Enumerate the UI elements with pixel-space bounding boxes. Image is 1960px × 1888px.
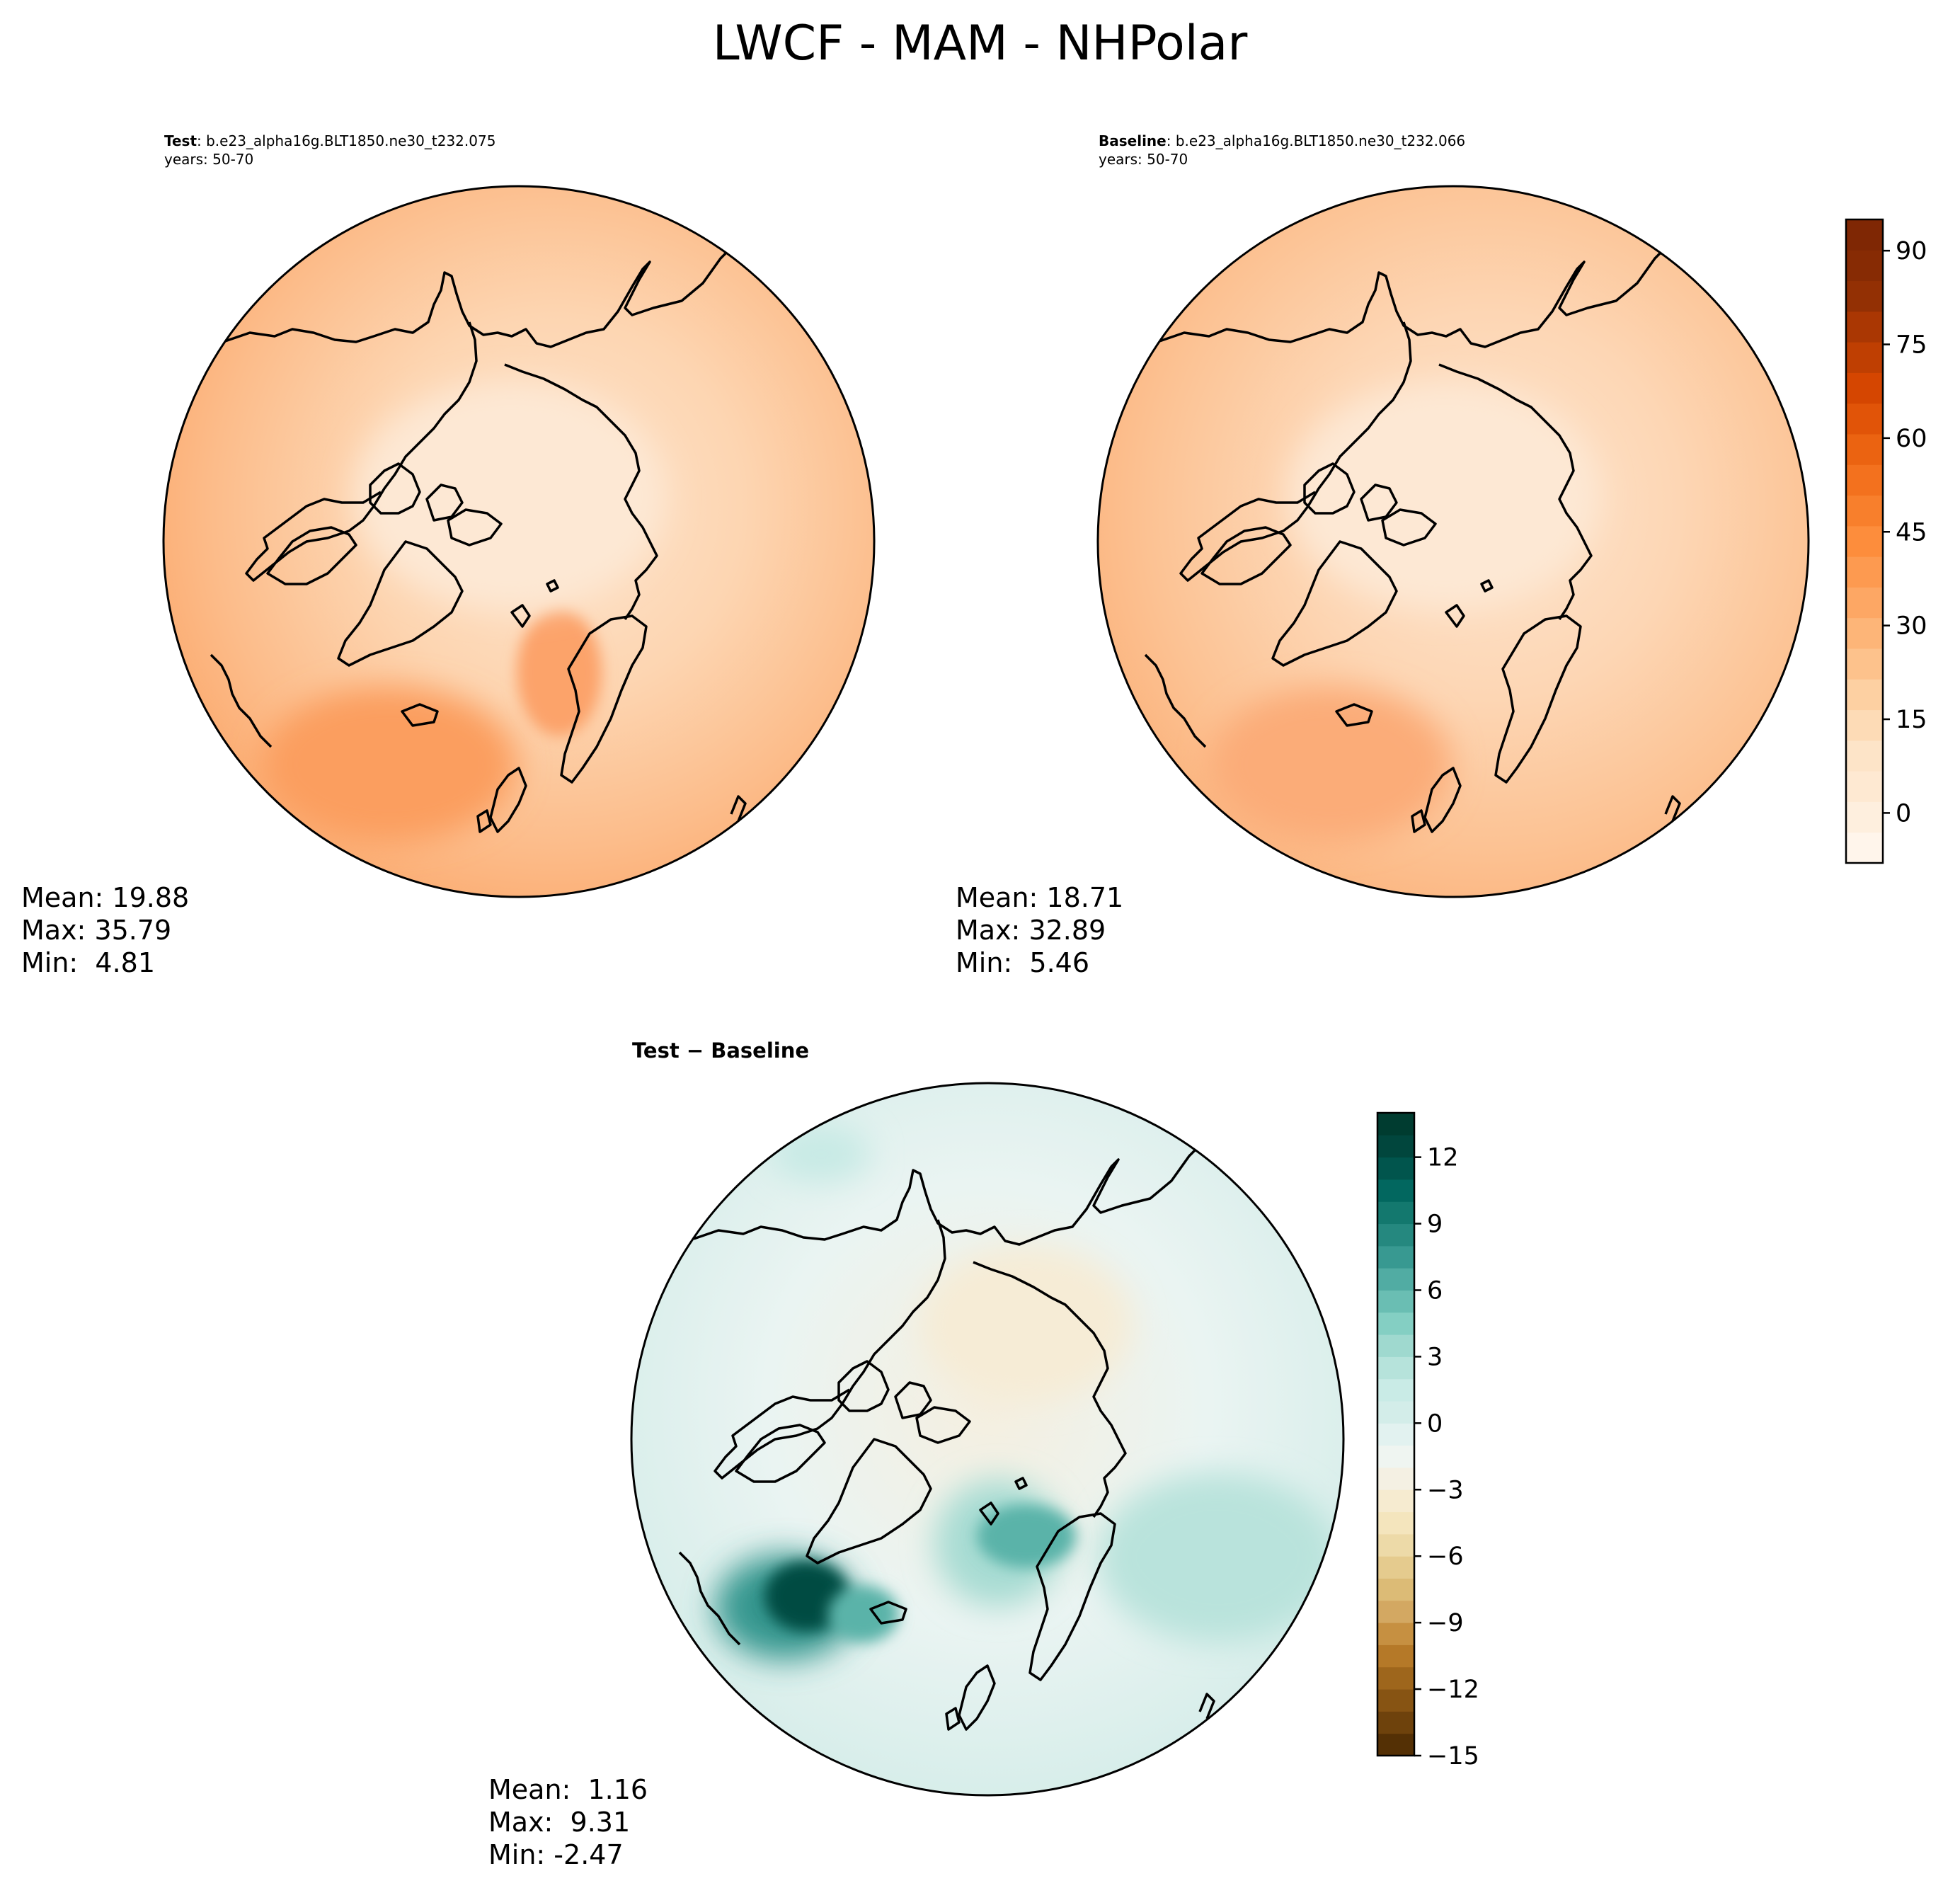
colorbar-oranges: 0 15 30 45 60 75 90 [1845, 218, 1927, 864]
oranges-colorbar-band [1846, 434, 1883, 465]
diff-colorbar-band [1377, 1578, 1414, 1601]
diff-colorbar-band [1377, 1223, 1414, 1247]
diff-colorbar-band [1377, 1334, 1414, 1357]
diff-map [630, 1082, 1345, 1797]
baseline-map [1096, 185, 1810, 898]
diff-colorbar-tick-label: 9 [1427, 1211, 1443, 1239]
oranges-colorbar-tick-label: 60 [1896, 425, 1927, 453]
diff-colorbar-band [1377, 1644, 1414, 1668]
oranges-colorbar-tick-label: 75 [1896, 331, 1927, 360]
diff-colorbar-band [1377, 1245, 1414, 1269]
test-panel-header: Test: b.e23_alpha16g.BLT1850.ne30_t232.0… [164, 132, 495, 168]
diff-colorbar-band [1377, 1401, 1414, 1424]
oranges-colorbar-band [1846, 709, 1883, 741]
diff-colorbar-band [1377, 1312, 1414, 1335]
diff-colorbar-band [1377, 1733, 1414, 1756]
diff-colorbar-tick-label: −9 [1427, 1609, 1464, 1637]
oranges-colorbar-tick-label: 0 [1896, 799, 1911, 828]
diff-colorbar-band [1377, 1113, 1414, 1135]
diff-colorbar-tick-label: −12 [1427, 1676, 1479, 1704]
test-stats: Mean: 19.88 Max: 35.79 Min: 4.81 [21, 881, 189, 979]
diff-colorbar-band [1377, 1600, 1414, 1623]
diff-colorbar-tick-label: −6 [1427, 1543, 1464, 1571]
diff-min: Min: -2.47 [488, 1839, 624, 1870]
baseline-case-name: : b.e23_alpha16g.BLT1850.ne30_t232.066 [1166, 132, 1466, 149]
baseline-mean: Mean: 18.71 [956, 882, 1124, 913]
baseline-years: years: 50-70 [1099, 151, 1188, 168]
oranges-colorbar-band [1846, 280, 1883, 312]
oranges-colorbar-tick-label: 90 [1896, 237, 1927, 265]
test-map [162, 185, 876, 898]
oranges-colorbar-band [1846, 587, 1883, 619]
baseline-min: Min: 5.46 [956, 947, 1089, 978]
diff-colorbar-tick-label: 12 [1427, 1144, 1459, 1172]
baseline-panel-header: Baseline: b.e23_alpha16g.BLT1850.ne30_t2… [1099, 132, 1465, 168]
test-mean: Mean: 19.88 [21, 882, 190, 913]
oranges-colorbar-band [1846, 525, 1883, 557]
diff-mean: Mean: 1.16 [488, 1774, 648, 1805]
diff-colorbar-band [1377, 1533, 1414, 1557]
oranges-colorbar-band [1846, 495, 1883, 527]
diff-colorbar-band [1377, 1423, 1414, 1446]
oranges-colorbar-band [1846, 771, 1883, 802]
oranges-colorbar-band [1846, 372, 1883, 404]
diff-colorbar-band [1377, 1445, 1414, 1468]
oranges-colorbar-tick-label: 15 [1896, 706, 1927, 734]
oranges-colorbar-band [1846, 464, 1883, 496]
test-label: Test [164, 132, 197, 149]
diff-stats: Mean: 1.16 Max: 9.31 Min: -2.47 [488, 1773, 648, 1871]
diff-colorbar-band [1377, 1179, 1414, 1202]
oranges-colorbar-tick-label: 45 [1896, 518, 1927, 547]
oranges-colorbar-band [1846, 740, 1883, 772]
oranges-colorbar-band [1846, 679, 1883, 711]
diff-colorbar-band [1377, 1511, 1414, 1535]
test-min: Min: 4.81 [21, 947, 155, 978]
diff-colorbar-band [1377, 1135, 1414, 1158]
diff-colorbar-frame [1376, 1111, 1416, 1757]
oranges-colorbar-band [1846, 648, 1883, 680]
diff-colorbar-band [1377, 1157, 1414, 1180]
diff-colorbar-band [1377, 1489, 1414, 1513]
colorbar-diff: 12 9 6 3 0 −3 −6 −9 −12 −15 [1376, 1111, 1479, 1770]
oranges-colorbar-band [1846, 342, 1883, 373]
oranges-colorbar-band [1846, 250, 1883, 282]
oranges-colorbar-band [1846, 311, 1883, 343]
diff-colorbar-band [1377, 1556, 1414, 1579]
diff-colorbar-band [1377, 1378, 1414, 1402]
diff-colorbar-tick-label: −3 [1427, 1476, 1464, 1504]
diff-colorbar-band [1377, 1666, 1414, 1690]
diff-colorbar-tick-label: −15 [1427, 1742, 1479, 1770]
figure-title: LWCF - MAM - NHPolar [712, 16, 1248, 71]
diff-colorbar-tick-label: 3 [1427, 1343, 1443, 1371]
oranges-colorbar-band [1846, 219, 1883, 251]
diff-colorbar-band [1377, 1689, 1414, 1712]
oranges-colorbar-band [1846, 403, 1883, 435]
oranges-colorbar-band [1846, 801, 1883, 833]
test-max: Max: 35.79 [21, 915, 172, 946]
baseline-stats: Mean: 18.71 Max: 32.89 Min: 5.46 [956, 881, 1123, 979]
oranges-colorbar-band [1846, 556, 1883, 588]
oranges-colorbar-tick-label: 30 [1896, 612, 1927, 641]
baseline-label: Baseline [1099, 132, 1167, 149]
diff-panel-title: Test − Baseline [632, 1039, 810, 1063]
diff-colorbar-tick-label: 0 [1427, 1409, 1443, 1438]
test-years: years: 50-70 [164, 151, 254, 168]
oranges-colorbar-band [1846, 832, 1883, 864]
oranges-colorbar-frame [1845, 218, 1884, 864]
test-case-name: : b.e23_alpha16g.BLT1850.ne30_t232.075 [197, 132, 496, 149]
diff-colorbar-tick-label: 6 [1427, 1276, 1443, 1305]
diff-colorbar-band [1377, 1711, 1414, 1734]
baseline-max: Max: 32.89 [956, 915, 1106, 946]
diff-colorbar-band [1377, 1356, 1414, 1380]
oranges-colorbar-band [1846, 617, 1883, 649]
diff-max: Max: 9.31 [488, 1807, 631, 1838]
diff-colorbar-band [1377, 1201, 1414, 1225]
diff-colorbar-band [1377, 1290, 1414, 1313]
diff-colorbar-band [1377, 1467, 1414, 1490]
diff-colorbar-band [1377, 1268, 1414, 1291]
diff-colorbar-band [1377, 1623, 1414, 1645]
